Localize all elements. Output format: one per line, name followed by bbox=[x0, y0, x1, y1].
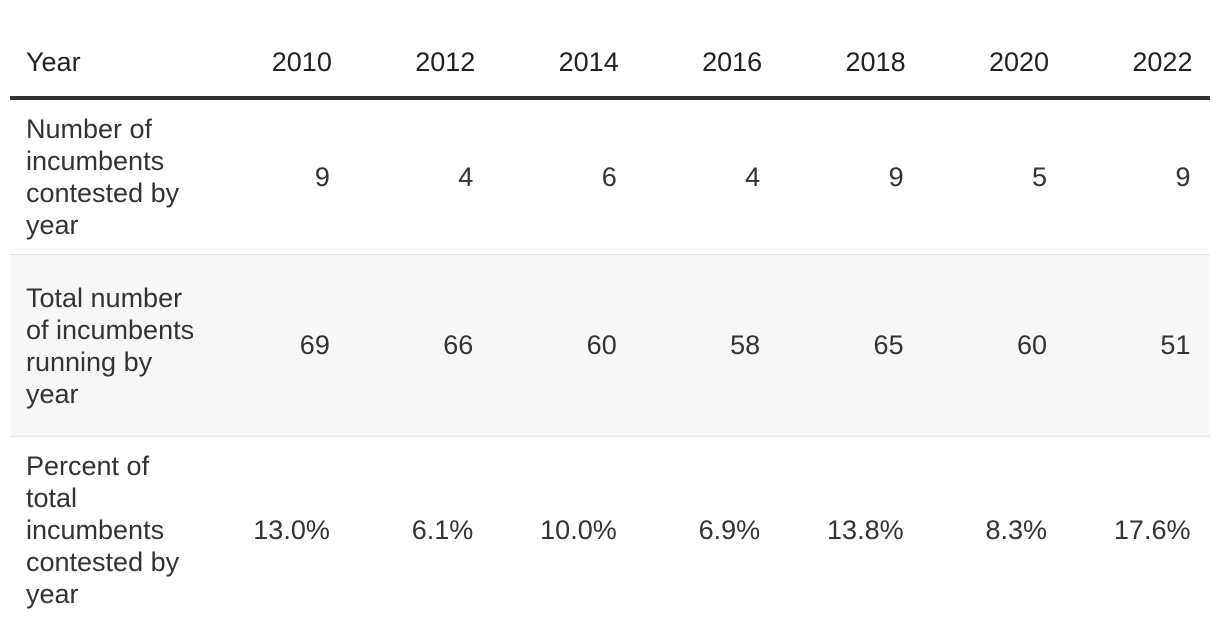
table-cell: 66 bbox=[341, 254, 486, 437]
table-cell: 5 bbox=[915, 98, 1060, 255]
column-header-year: 2018 bbox=[772, 0, 916, 100]
row-label: Percent of total incumbents contested by… bbox=[26, 451, 180, 609]
table-cell: 9 bbox=[1059, 98, 1203, 255]
data-table-viewport[interactable]: Year 2010 2012 2014 2016 2018 2020 2022 … bbox=[10, 0, 1210, 624]
table-row-incumbents-running: Total number of incumbents running by ye… bbox=[10, 254, 1210, 437]
row-label: Total number of incumbents running by ye… bbox=[10, 254, 199, 437]
table-cell: 69 bbox=[198, 254, 342, 437]
table-cell: 51 bbox=[1059, 254, 1203, 437]
header-year-label: Year bbox=[10, 0, 199, 100]
column-header-year: 2010 bbox=[198, 0, 342, 100]
column-header-year: 2012 bbox=[341, 0, 486, 100]
table-cell: 6.9% bbox=[698, 514, 761, 545]
table-cell: 4 bbox=[628, 98, 773, 255]
table-row-percent-contested: Percent of total incumbents contested by… bbox=[10, 437, 1210, 624]
table-cell: 9 bbox=[772, 98, 916, 255]
incumbents-table: Year 2010 2012 2014 2016 2018 2020 2022 … bbox=[10, 0, 1210, 623]
column-header-year: 2024 bbox=[1202, 0, 1210, 100]
table-cell: 1 bbox=[1202, 437, 1210, 624]
table-cell: 58 bbox=[628, 254, 773, 437]
table-cell: 65 bbox=[772, 254, 916, 437]
column-header-year: 2022 bbox=[1059, 0, 1203, 100]
table-cell: 60 bbox=[485, 254, 629, 437]
table-cell: 10.0% bbox=[540, 514, 617, 545]
table-cell: 9 bbox=[198, 98, 342, 255]
table-cell: 13.0% bbox=[253, 514, 330, 545]
table-cell: 6 bbox=[485, 98, 629, 255]
table-cell bbox=[1202, 254, 1210, 437]
table-cell: 60 bbox=[915, 254, 1060, 437]
header-row: Year 2010 2012 2014 2016 2018 2020 2022 … bbox=[10, 0, 1210, 100]
table-cell: 6.1% bbox=[411, 514, 474, 545]
column-header-year: 2020 bbox=[915, 0, 1060, 100]
table-row-incumbents-contested: Number of incumbents contested by year 9… bbox=[10, 98, 1210, 255]
table-cell: 13.8% bbox=[827, 514, 904, 545]
table-cell: 8.3% bbox=[985, 514, 1048, 545]
column-header-year: 2016 bbox=[628, 0, 773, 100]
column-header-year: 2014 bbox=[485, 0, 629, 100]
table-cell bbox=[1202, 98, 1210, 255]
table-cell: 4 bbox=[341, 98, 486, 255]
row-label: Number of incumbents contested by year bbox=[10, 98, 199, 255]
table-cell: 17.6% bbox=[1113, 514, 1191, 545]
